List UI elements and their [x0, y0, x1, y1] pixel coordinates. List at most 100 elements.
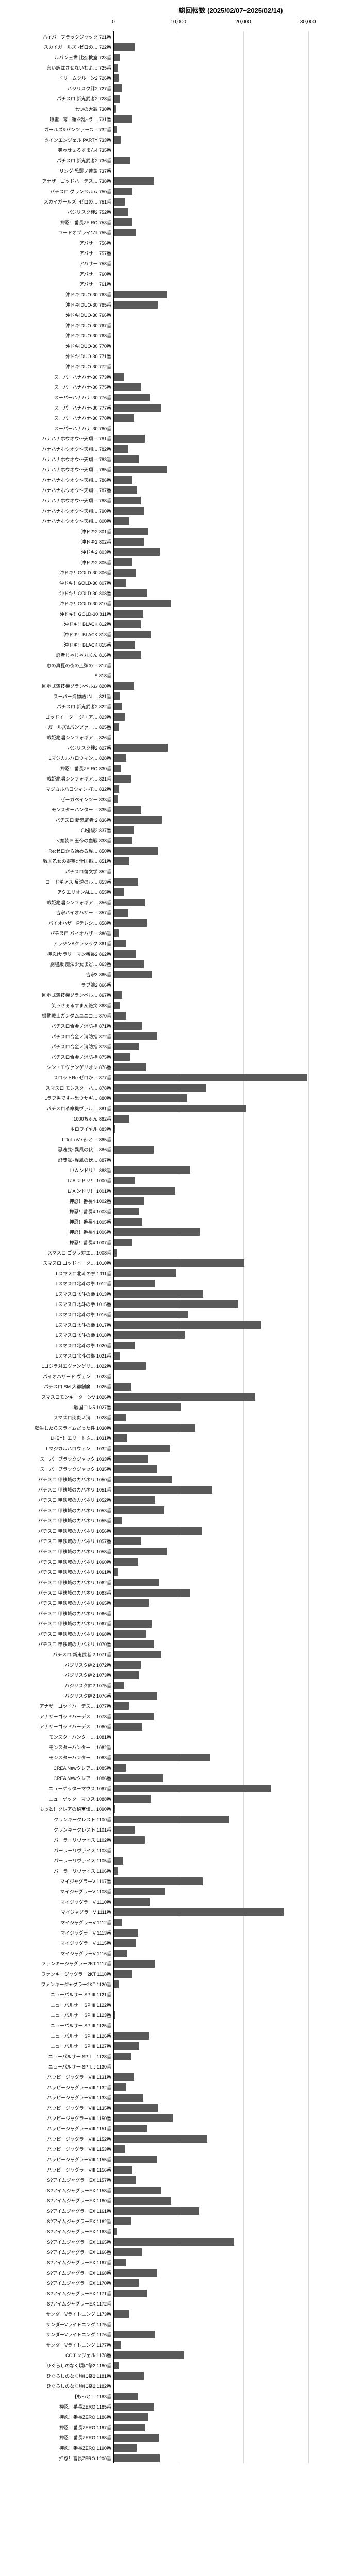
chart-row: 押忍!サラリーマン番長2 862番 — [114, 948, 341, 959]
chart-row: 沖ドキ!DUO-30 768番 — [114, 330, 341, 341]
chart-row: パチスロ 甲鉄城のカバネリ 1066番 — [114, 1608, 341, 1618]
bar — [114, 2197, 171, 2205]
row-label: 沖ドキ2 803番 — [6, 549, 114, 555]
row-label: CCエンジェル 1178番 — [6, 2352, 114, 2359]
row-label: パチスロ 甲鉄城のカバネリ 1066番 — [6, 1610, 114, 1617]
bar — [114, 1506, 164, 1514]
bar — [114, 188, 132, 195]
chart-row: 忍魂弐~異風の伏… 886番 — [114, 1144, 341, 1155]
chart-row: アナザーゴッドハーデス… 1077番 — [114, 1701, 341, 1711]
row-label: S?アイムジャグラーEX 1157番 — [6, 2177, 114, 2183]
chart-row: アバサー 758番 — [114, 258, 341, 268]
row-label: 回胴式遊技機グランベルム 820番 — [6, 683, 114, 689]
row-label: シン・エヴァンゲリオン 876番 — [6, 1064, 114, 1071]
row-label: S?アイムジャグラーEX 1160番 — [6, 2197, 114, 2204]
chart-row: S?アイムジャグラーEX 1170番 — [114, 2278, 341, 2288]
row-label: LHEY！エリートさ… 1031番 — [6, 1435, 114, 1442]
chart-row: 本ロワイヤル 883番 — [114, 1124, 341, 1134]
bar — [114, 1094, 187, 1102]
row-label: パーラーリヴァイス 1103番 — [6, 1847, 114, 1854]
row-label: アラジンAクラシック 861番 — [6, 940, 114, 947]
row-label: スーパーハナハナ-30 777番 — [6, 404, 114, 411]
bar — [114, 1022, 142, 1030]
bar — [114, 1393, 255, 1401]
row-label: アバサー 757番 — [6, 250, 114, 257]
row-label: ニューゲッターマウス 1088番 — [6, 1795, 114, 1802]
bar — [114, 2135, 207, 2143]
row-label: スーパーハナハナ-30 775番 — [6, 384, 114, 391]
chart-row: クランキークレスト 1100番 — [114, 1814, 341, 1824]
chart-row: Lスマスロ北斗の拳 1015番 — [114, 1299, 341, 1309]
row-label: クランキークレスト 1101番 — [6, 1826, 114, 1833]
row-label: 吉宗バイオハザー… 857番 — [6, 909, 114, 916]
row-label: 沖ドキ！BLACK 815番 — [6, 641, 114, 648]
chart-row: パチスロ グランベルム 750番 — [114, 186, 341, 196]
row-label: ニューパルサー SP III 1127番 — [6, 2043, 114, 2049]
row-label: S 818番 — [6, 672, 114, 679]
row-label: ニューパルサー SP III 1123番 — [6, 2012, 114, 2019]
row-label: スーパーハナハナ-30 776番 — [6, 394, 114, 401]
chart-row: L/ A ンドリ！ 1001番 — [114, 1185, 341, 1196]
chart-row: 【もっと！ 1183番 — [114, 2391, 341, 2401]
row-label: パーラーリヴァイス 1102番 — [6, 1837, 114, 1843]
row-label: ファンキージャグラー2KT 1120番 — [6, 1981, 114, 1988]
chart-row: 吉宗バイオハザー… 857番 — [114, 907, 341, 918]
bar — [114, 2362, 119, 2369]
row-label: バジリスク絆2 827番 — [6, 744, 114, 751]
row-label: スマスロモンキーターンV 1026番 — [6, 1394, 114, 1400]
row-label: L/ A ンドリ！ 888番 — [6, 1167, 114, 1174]
bar — [114, 1115, 129, 1123]
chart-row: パチスロ 甲鉄城のカバネリ 1067番 — [114, 1618, 341, 1629]
row-label: マイジャグラーV 1108番 — [6, 1888, 114, 1895]
bar — [114, 126, 117, 133]
row-label: ハッピージャグラーVIII 1153番 — [6, 2146, 114, 2153]
row-label: ワードオブライツⅡ 755番 — [6, 229, 114, 236]
bar — [114, 1228, 200, 1236]
chart-row: パーラーリヴァイス 1105番 — [114, 1855, 341, 1866]
plot-area: ハイパーブラックジャック 721番スカイガールズ -ゼロの… 722番ルパン三世… — [113, 31, 341, 2463]
row-label: モンスターハンター… 1083番 — [6, 1754, 114, 1761]
chart-row: ガールズ&パンツァー… 825番 — [114, 722, 341, 732]
bar — [114, 1290, 203, 1298]
chart-row: パチスロ 甲鉄城のカバネリ 1055番 — [114, 1515, 341, 1526]
bar — [114, 899, 145, 906]
bar — [114, 1218, 142, 1226]
bar — [114, 414, 134, 422]
chart-row: サンダーVライトニング 1175番 — [114, 2319, 341, 2329]
chart-row: ハッピージャグラーVIII 1150番 — [114, 2113, 341, 2123]
bar — [114, 641, 135, 649]
chart-row: Lマジカルハロウィン… 828番 — [114, 753, 341, 763]
bar — [114, 2341, 121, 2349]
chart-row: ハイパーブラックジャック 721番 — [114, 31, 341, 42]
bar — [114, 2053, 131, 2060]
chart-row: ワードオブライツⅡ 755番 — [114, 227, 341, 238]
chart-row: L ToL oVeる-と… 885番 — [114, 1134, 341, 1144]
row-label: ハッピージャグラーVIII 1131番 — [6, 2074, 114, 2080]
row-label: 沖ドキ!DUO-30 772番 — [6, 363, 114, 370]
chart-row: L/ A ンドリ！ 888番 — [114, 1165, 341, 1175]
bar — [114, 1527, 202, 1535]
chart-row: 回胴式遊技機グランベルム 820番 — [114, 681, 341, 691]
chart-row: Lスマスロ北斗の拳 1011番 — [114, 1268, 341, 1278]
bar — [114, 2187, 161, 2194]
row-label: バジリスク絆2 727番 — [6, 85, 114, 92]
chart-row: パチスロ 甲鉄城のカバネリ 1050番 — [114, 1474, 341, 1484]
bar — [114, 383, 141, 391]
chart-row: アバサー 756番 — [114, 238, 341, 248]
bar — [114, 1239, 132, 1246]
bar — [114, 1651, 161, 1658]
row-label: Lスマスロ北斗の拳 1015番 — [6, 1301, 114, 1308]
chart-row: ファンキージャグラー2KT 1117番 — [114, 1958, 341, 1969]
chart-row: ひぐらしのなく頃に祭2 1182番 — [114, 2381, 341, 2391]
chart-row: S?アイムジャグラーEX 1168番 — [114, 2267, 341, 2278]
chart-container: 総回転数 (2025/02/07~2025/02/14) 010,00020,0… — [5, 5, 348, 2463]
bar — [114, 2166, 132, 2174]
row-label: 押忍！番長ZERO 1188番 — [6, 2434, 114, 2441]
chart-row: サンダーVライトニング 1177番 — [114, 2340, 341, 2350]
row-label: パチスロ 新鬼武者 2 1071番 — [6, 1651, 114, 1658]
bar — [114, 1166, 190, 1174]
chart-row: ニューパルサー SPII… 1130番 — [114, 2061, 341, 2072]
chart-row: サンダーVライトニング 1173番 — [114, 2309, 341, 2319]
row-label: ハナハナホウオウ～天翔… 787番 — [6, 487, 114, 494]
row-label: L ToL oVeる-と… 885番 — [6, 1136, 114, 1143]
